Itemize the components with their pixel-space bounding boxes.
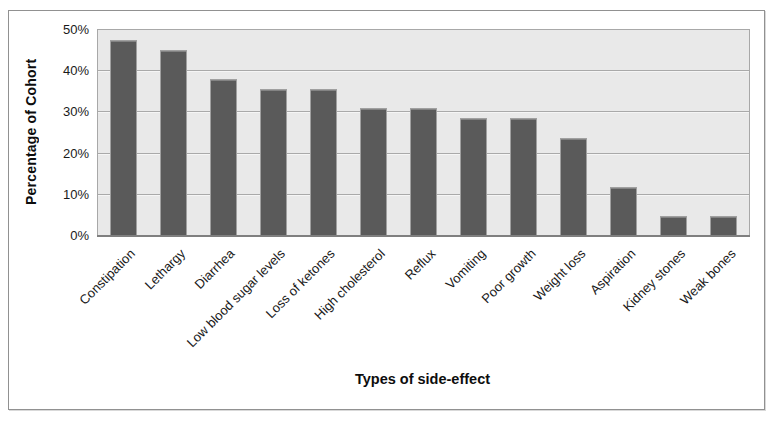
y-axis-tick-label: 50% (9, 22, 89, 37)
x-axis-category-label: Diarrhea (192, 246, 238, 292)
x-axis-category-label: Lethargy (141, 246, 187, 292)
x-axis-category-label: Reflux (401, 246, 438, 283)
y-axis-tick-label: 30% (9, 104, 89, 119)
bar (310, 89, 337, 236)
y-axis-tick-label: 10% (9, 187, 89, 202)
y-axis-tick-label: 20% (9, 146, 89, 161)
x-axis-category-label: Low blood sugar levels (184, 246, 288, 350)
chart-frame: Percentage of Cohort 0% 10% 20% 30% 40% 50% C… (8, 10, 765, 410)
x-axis-category-label: Weight loss (530, 246, 588, 304)
bar (110, 40, 137, 236)
bar (160, 50, 187, 236)
bar (710, 216, 737, 236)
bar (360, 108, 387, 236)
bar (660, 216, 687, 236)
bar (610, 187, 637, 236)
x-axis-category-label: Aspiration (587, 246, 638, 297)
x-axis-category-label: Vomiting (442, 246, 488, 292)
bar (260, 89, 287, 236)
y-axis-tick-label: 40% (9, 63, 89, 78)
gridline (98, 70, 749, 71)
bar (460, 118, 487, 236)
bar (410, 108, 437, 236)
bar (210, 79, 237, 236)
x-axis-category-label: Constipation (76, 246, 138, 308)
y-axis-tick-label: 0% (9, 228, 89, 243)
bar-chart: Percentage of Cohort 0% 10% 20% 30% 40% 50% C… (0, 0, 779, 425)
plot-area (97, 29, 750, 237)
x-axis-title: Types of side-effect (97, 371, 748, 387)
bar (510, 118, 537, 236)
bar (560, 138, 587, 236)
y-axis-title: Percentage of Cohort (23, 29, 39, 235)
x-axis-line (97, 235, 750, 237)
